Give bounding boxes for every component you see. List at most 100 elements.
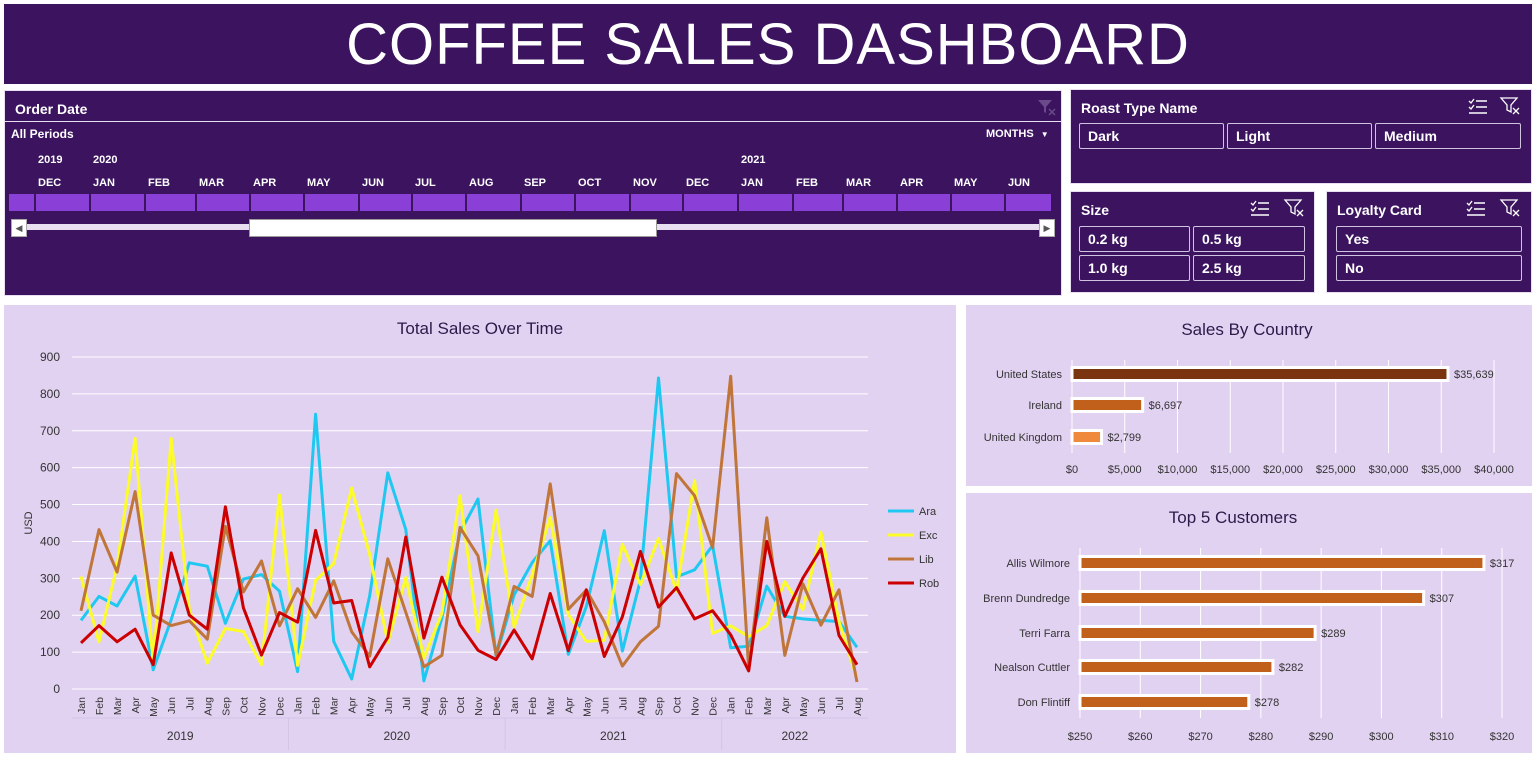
clear-filter-icon[interactable] — [1283, 198, 1305, 218]
x-tick-label: $320 — [1490, 731, 1514, 743]
timeline-month-cell[interactable] — [251, 194, 305, 211]
size-0-2kg-button[interactable]: 0.2 kg — [1079, 226, 1190, 252]
top-customers-chart: Top 5 Customers $250 $260 $270 $280 $290 $300 $… — [983, 508, 1514, 743]
timeline-month-cell[interactable] — [952, 194, 1006, 211]
timeline-scrollbar[interactable]: ◀ ▶ — [11, 219, 1055, 237]
timeline-month-label: DEC — [38, 177, 62, 189]
timeline-month-label: FEB — [796, 177, 818, 189]
timeline-month-label: MAR — [846, 177, 872, 189]
timeline-header — [5, 91, 1061, 122]
loyalty-yes-button[interactable]: Yes — [1336, 226, 1522, 252]
sales-by-country-panel: Sales By Country $0 $5,000 $10,000 $15,000 $2… — [966, 305, 1532, 486]
scroll-right-arrow[interactable]: ▶ — [1039, 219, 1055, 237]
x-tick-label: $30,000 — [1369, 464, 1409, 476]
size-1-0kg-button[interactable]: 1.0 kg — [1079, 255, 1190, 281]
x-tick-label: $10,000 — [1158, 464, 1198, 476]
x-tick-label: Feb — [94, 697, 106, 715]
timeline-month-label: JAN — [93, 177, 116, 189]
roast-light-button[interactable]: Light — [1227, 123, 1372, 149]
timeline-month-label: JUL — [415, 177, 436, 189]
x-tick-label: Oct — [455, 697, 467, 713]
timeline-year-label: 2020 — [93, 154, 118, 166]
timeline-month-cell[interactable] — [91, 194, 146, 211]
timeline-month-label: APR — [253, 177, 277, 189]
y-tick-label: 0 — [53, 682, 60, 696]
series-line-lib — [79, 374, 859, 683]
x-tick-label: Aug — [635, 697, 647, 716]
timeline-month-cell[interactable] — [360, 194, 413, 211]
x-tick-label: Jun — [166, 697, 178, 714]
data-label: $278 — [1255, 697, 1279, 709]
clear-filter-icon[interactable] — [1035, 97, 1057, 117]
roast-medium-button[interactable]: Medium — [1375, 123, 1521, 149]
x-tick-label: Oct — [238, 697, 250, 713]
x-tick-label: Jan — [293, 697, 305, 714]
multi-select-icon[interactable] — [1249, 198, 1271, 218]
timeline-month-cell[interactable] — [305, 194, 360, 211]
loyalty-no-button[interactable]: No — [1336, 255, 1522, 281]
bar — [1070, 397, 1145, 413]
y-tick-label: 100 — [40, 645, 60, 659]
x-tick-label: $20,000 — [1263, 464, 1303, 476]
x-tick-label: Aug — [852, 697, 864, 716]
x-tick-label: $5,000 — [1108, 464, 1142, 476]
timeline-month-cell[interactable] — [576, 194, 631, 211]
bar — [1070, 366, 1450, 382]
clear-filter-icon[interactable] — [1499, 96, 1521, 116]
x-tick-label: Nov — [256, 696, 268, 715]
year-group-label: 2022 — [781, 729, 808, 743]
x-tick-label: Jul — [617, 697, 629, 710]
data-label: $2,799 — [1108, 432, 1142, 444]
roast-type-slicer: Roast Type Name Dark Light Medium — [1070, 89, 1532, 184]
x-tick-label: Dec — [708, 697, 720, 716]
legend-label: Rob — [919, 578, 939, 590]
bar — [1078, 659, 1275, 675]
multi-select-icon[interactable] — [1467, 96, 1489, 116]
timeline-month-cell[interactable] — [898, 194, 952, 211]
timeline-level-dropdown[interactable]: MONTHS ▼ — [986, 128, 1049, 140]
size-0-5kg-button[interactable]: 0.5 kg — [1193, 226, 1305, 252]
timeline-month-cell[interactable] — [522, 194, 576, 211]
x-tick-label: Aug — [419, 697, 431, 716]
clear-filter-icon[interactable] — [1499, 198, 1521, 218]
y-tick-label: 800 — [40, 387, 60, 401]
x-tick-label: May — [798, 696, 810, 717]
y-tick-label: 200 — [40, 608, 60, 622]
scroll-left-arrow[interactable]: ◀ — [11, 219, 27, 237]
year-group-label: 2020 — [383, 729, 410, 743]
x-tick-label: $260 — [1128, 731, 1152, 743]
timeline-month-cell[interactable] — [684, 194, 739, 211]
top-customers-panel: Top 5 Customers $250 $260 $270 $280 $290 $300 $… — [966, 493, 1532, 753]
timeline-month-cell[interactable] — [631, 194, 684, 211]
timeline-month-label: MAY — [307, 177, 331, 189]
x-tick-label: Dec — [275, 697, 287, 716]
x-tick-label: Apr — [130, 697, 142, 714]
timeline-month-cell[interactable] — [146, 194, 197, 211]
multi-select-icon[interactable] — [1465, 198, 1487, 218]
category-label: Don Flintiff — [1018, 697, 1071, 709]
y-tick-label: 900 — [40, 350, 60, 364]
x-tick-label: $300 — [1369, 731, 1393, 743]
timeline-month-cell[interactable] — [467, 194, 522, 211]
timeline-month-cell[interactable] — [413, 194, 467, 211]
x-tick-label: Apr — [347, 697, 359, 714]
x-tick-label: Jun — [599, 697, 611, 714]
timeline-month-cell[interactable] — [197, 194, 251, 211]
x-tick-label: Mar — [329, 697, 341, 716]
timeline-month-cell[interactable] — [1006, 194, 1053, 211]
year-group-label: 2019 — [167, 729, 194, 743]
timeline-month-label: NOV — [633, 177, 657, 189]
bar-chart-title: Top 5 Customers — [1169, 508, 1298, 527]
size-2-5kg-button[interactable]: 2.5 kg — [1193, 255, 1305, 281]
roast-dark-button[interactable]: Dark — [1079, 123, 1224, 149]
timeline-month-label: JUN — [362, 177, 385, 189]
timeline-month-cell[interactable] — [794, 194, 844, 211]
timeline-month-cell[interactable] — [9, 194, 36, 211]
x-tick-label: $35,000 — [1421, 464, 1461, 476]
scroll-thumb[interactable] — [249, 219, 657, 237]
timeline-month-cell[interactable] — [739, 194, 794, 211]
order-date-timeline[interactable]: Order Date All Periods MONTHS ▼ 2019 2020… — [4, 90, 1062, 296]
timeline-month-cell[interactable] — [844, 194, 898, 211]
x-tick-label: May — [148, 696, 160, 717]
timeline-month-cell[interactable] — [36, 194, 91, 211]
